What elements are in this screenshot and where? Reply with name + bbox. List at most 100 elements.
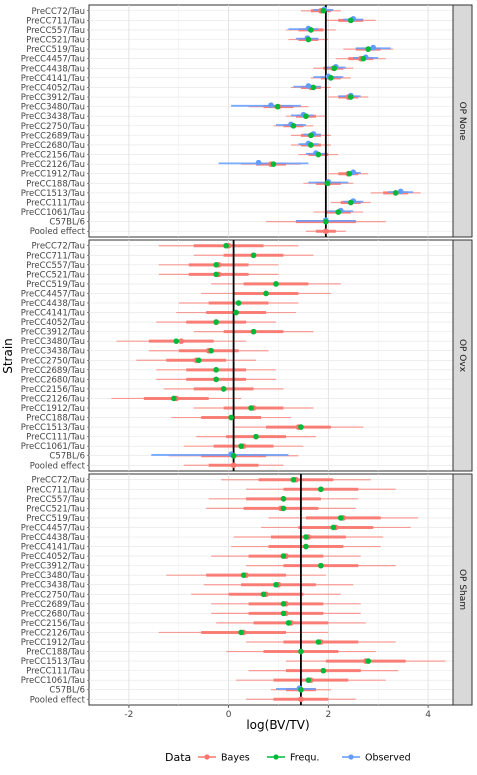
strain-label: PreCC711/Tau <box>26 485 85 495</box>
strain-label: PreCC2156/Tau <box>21 385 85 395</box>
frequ-point <box>338 515 344 521</box>
strain-label: PreCC2750/Tau <box>21 356 85 366</box>
frequ-point <box>346 170 353 177</box>
frequ-point <box>328 75 334 81</box>
frequ-point <box>310 84 317 91</box>
facet-label: OP None <box>457 102 467 141</box>
frequ-point <box>303 534 309 540</box>
bayes-point <box>230 462 237 469</box>
frequ-point <box>303 113 309 120</box>
strain-label: PreCC519/Tau <box>26 280 85 290</box>
frequ-point <box>323 218 329 225</box>
strain-label: PreCC1513/Tau <box>21 657 85 667</box>
legend-label: Observed <box>365 753 411 764</box>
strain-label: PreCC188/Tau <box>26 179 85 189</box>
frequ-point <box>238 629 244 636</box>
strain-label: PreCC4438/Tau <box>21 533 85 543</box>
facet-strip <box>452 4 473 238</box>
frequ-point <box>365 46 372 52</box>
frequ-point <box>253 433 259 440</box>
legend-label: Bayes <box>221 753 250 764</box>
strain-label: PreCC4457/Tau <box>21 523 85 533</box>
frequ-point <box>315 639 322 645</box>
panel-background <box>88 4 454 238</box>
frequ-point <box>335 209 342 215</box>
frequ-point <box>285 620 292 626</box>
strain-label: PreCC1513/Tau <box>21 423 85 433</box>
strain-label: PreCC711/Tau <box>26 251 85 261</box>
frequ-point <box>280 601 287 607</box>
x-axis-title: log(BV/TV) <box>246 718 309 732</box>
frequ-point <box>213 319 219 325</box>
panel-2: PreCC72/TauPreCC711/TauPreCC557/TauPreCC… <box>21 239 473 472</box>
frequ-point <box>308 142 314 148</box>
frequ-point <box>240 572 247 578</box>
frequ-point <box>270 161 277 167</box>
strain-label: PreCC519/Tau <box>26 514 85 524</box>
strain-label: Pooled effect <box>30 227 86 237</box>
strain-label: PreCC519/Tau <box>26 45 85 55</box>
strain-label: PreCC72/Tau <box>32 242 85 252</box>
strain-label: PreCC1061/Tau <box>21 208 85 218</box>
facet-label: OP Ovx <box>457 339 467 373</box>
strain-label: PreCC4438/Tau <box>21 299 85 309</box>
strain-label: PreCC2126/Tau <box>21 394 85 404</box>
y-axis-title: Strain <box>1 338 15 374</box>
frequ-point <box>170 395 177 402</box>
panel-background <box>88 239 454 472</box>
strain-label: PreCC3480/Tau <box>21 571 85 581</box>
strain-label: PreCC111/Tau <box>26 433 85 443</box>
frequ-point <box>273 281 279 287</box>
frequ-point <box>250 328 257 335</box>
strain-label: PreCC2750/Tau <box>21 590 85 600</box>
strain-label: PreCC521/Tau <box>26 504 85 514</box>
panels: PreCC72/TauPreCC711/TauPreCC557/TauPreCC… <box>21 4 473 706</box>
strain-label: PreCC72/Tau <box>32 476 85 486</box>
strain-label: C57BL/6 <box>49 686 85 696</box>
strain-label: PreCC557/Tau <box>26 26 85 36</box>
strain-label: PreCC2680/Tau <box>21 141 85 151</box>
observed-point <box>305 83 312 89</box>
panel-background <box>88 473 454 706</box>
frequ-point <box>280 553 287 559</box>
frequ-point <box>315 151 322 158</box>
panel-3: PreCC72/TauPreCC711/TauPreCC557/TauPreCC… <box>21 473 473 706</box>
frequ-point <box>298 424 304 430</box>
x-tick-label: 2 <box>325 710 331 720</box>
strain-label: PreCC2680/Tau <box>21 375 85 385</box>
frequ-point <box>318 562 324 569</box>
observed-point <box>397 188 404 195</box>
frequ-point <box>320 667 327 674</box>
strain-label: PreCC1061/Tau <box>21 442 85 452</box>
strain-label: PreCC2156/Tau <box>21 151 85 161</box>
strain-label: PreCC188/Tau <box>26 414 85 424</box>
legend-key-point <box>348 754 354 760</box>
strain-label: PreCC2750/Tau <box>21 122 85 132</box>
strain-label: PreCC4457/Tau <box>21 55 85 65</box>
legend-title: Data <box>165 751 191 764</box>
strain-label: PreCC1912/Tau <box>21 638 85 648</box>
strain-label: C57BL/6 <box>49 218 85 228</box>
facet-strip <box>452 239 473 472</box>
facet-label: OP Sham <box>457 569 467 610</box>
frequ-point <box>230 452 237 459</box>
strain-label: PreCC3912/Tau <box>21 562 85 572</box>
strain-label: PreCC1912/Tau <box>21 404 85 414</box>
strain-label: PreCC111/Tau <box>26 198 85 208</box>
observed-point <box>370 44 377 51</box>
strain-label: C57BL/6 <box>49 452 85 462</box>
frequ-point <box>320 7 327 14</box>
frequ-point <box>305 677 312 683</box>
frequ-point <box>263 290 269 297</box>
strain-label: PreCC4052/Tau <box>21 318 85 328</box>
legend-key-frequ: Frequ. <box>267 753 319 764</box>
frequ-point <box>228 414 234 421</box>
frequ-point <box>238 443 244 449</box>
frequ-point <box>220 386 227 392</box>
x-tick-label: 4 <box>425 710 431 720</box>
strain-label: PreCC3438/Tau <box>21 112 85 122</box>
frequ-point <box>248 405 254 411</box>
strain-label: Pooled effect <box>30 695 86 705</box>
frequ-point <box>213 376 219 383</box>
frequ-point <box>303 543 309 550</box>
